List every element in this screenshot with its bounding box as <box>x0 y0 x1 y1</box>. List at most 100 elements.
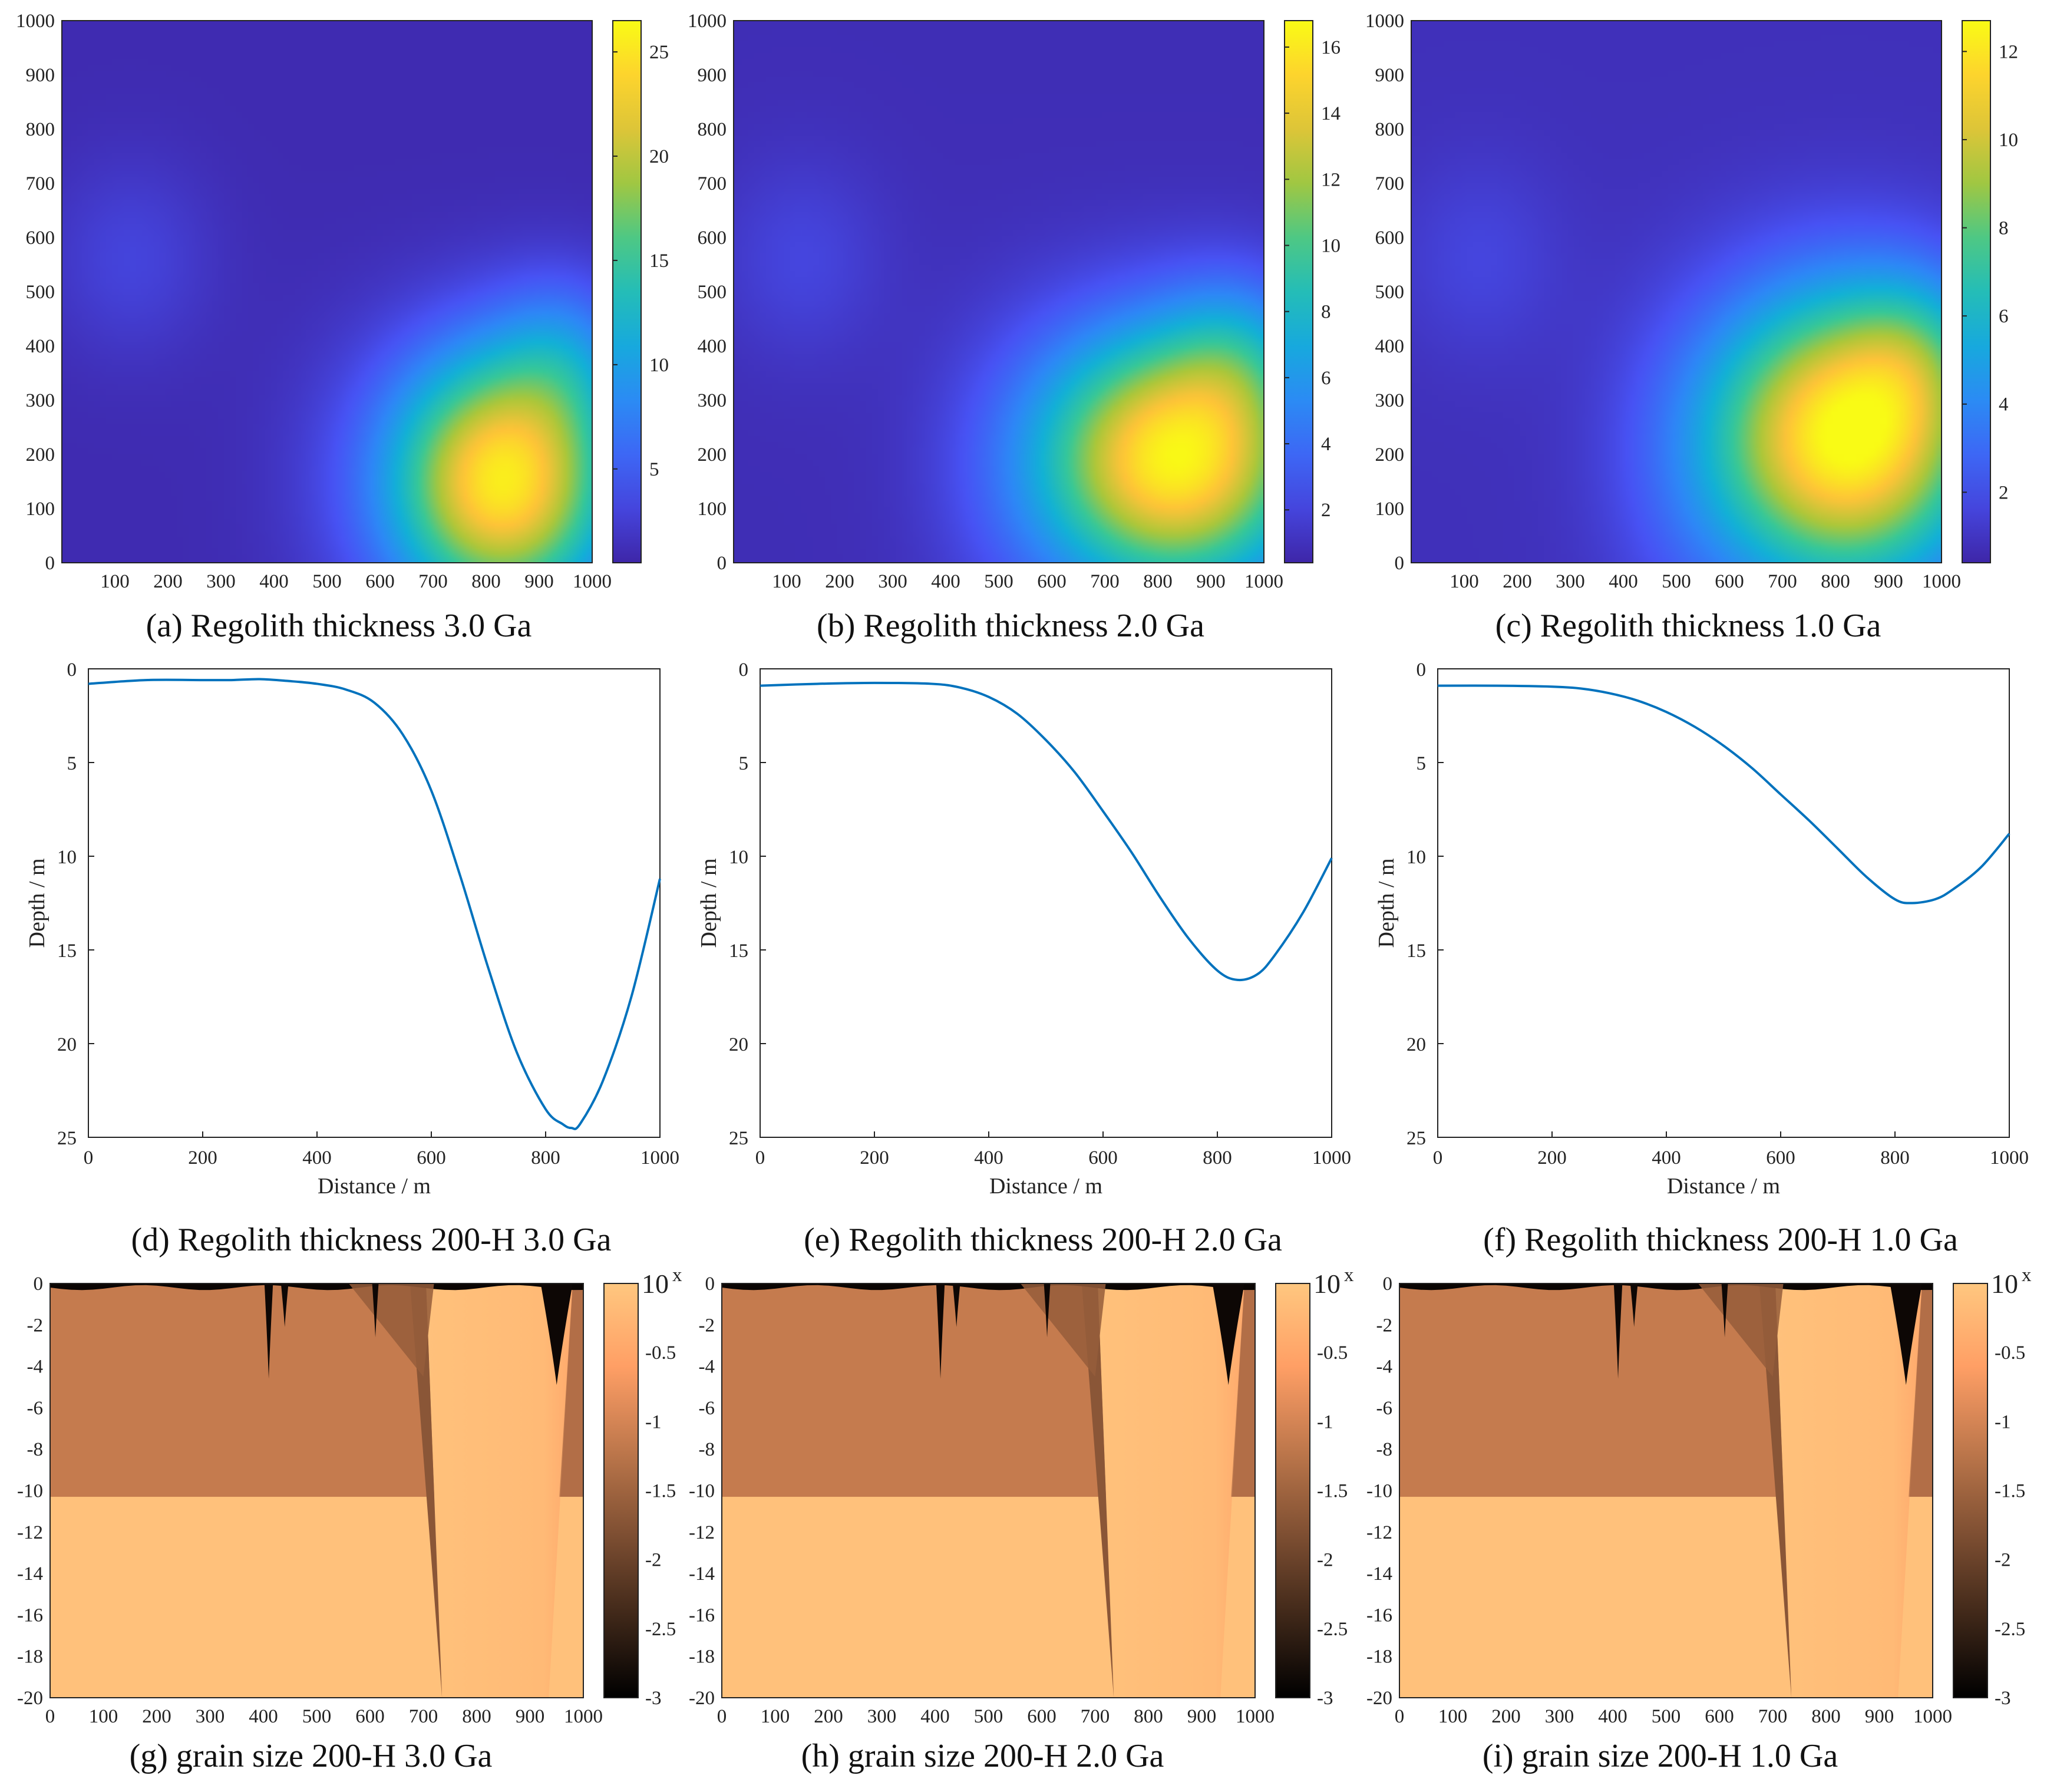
x-tick-label: 600 <box>1037 571 1067 592</box>
y-tick-label: 20 <box>57 1034 77 1055</box>
y-tick-label: 100 <box>1375 499 1405 520</box>
dark-spike <box>280 1283 289 1327</box>
x-tick-label: 800 <box>531 1147 560 1169</box>
colorbar-tick-label: 15 <box>649 250 669 272</box>
channel-fill <box>1775 1283 1922 1698</box>
x-tick-label: 0 <box>84 1147 94 1169</box>
channel-left-edge <box>1759 1283 1792 1698</box>
channel-left-edge <box>410 1283 443 1698</box>
colorbar-tick-label: -1 <box>1995 1411 2011 1433</box>
y-tick-label: -8 <box>27 1439 44 1460</box>
x-tick-label: 1000 <box>564 1706 603 1727</box>
x-tick-label: 0 <box>45 1706 55 1727</box>
x-axis-label: Distance / m <box>318 1174 431 1199</box>
x-tick-label: 900 <box>1196 571 1226 592</box>
y-tick-label: 200 <box>26 444 55 466</box>
panel-caption: (e) Regolith thickness 200-H 2.0 Ga <box>804 1222 1282 1258</box>
y-tick-label: 0 <box>67 659 77 681</box>
colorbar <box>1275 1283 1310 1698</box>
channel-right-edge <box>559 1283 583 1497</box>
colorbar-exponent-sup: x <box>672 1265 682 1286</box>
x-tick-label: 700 <box>409 1706 438 1727</box>
plot-frame <box>760 668 1332 1138</box>
x-tick-label: 1000 <box>640 1147 679 1169</box>
y-tick-label: 0 <box>717 553 727 574</box>
colorbar-tick-label: 10 <box>1999 130 2018 151</box>
y-tick-label: 800 <box>1375 119 1405 140</box>
x-tick-label: 800 <box>462 1706 491 1727</box>
colorbar-exponent-base: 10 <box>642 1269 669 1299</box>
colorbar-exponent-base: 10 <box>1313 1269 1341 1299</box>
y-tick-label: -20 <box>17 1688 43 1709</box>
x-tick-label: 800 <box>1811 1706 1841 1727</box>
y-tick-label: -4 <box>27 1357 44 1378</box>
y-tick-label: 0 <box>34 1273 44 1295</box>
colorbar-tick-label: 12 <box>1999 41 2018 62</box>
dark-spike <box>1212 1283 1244 1385</box>
panel-caption: (i) grain size 200-H 1.0 Ga <box>1483 1738 1838 1774</box>
x-tick-label: 800 <box>1134 1706 1163 1727</box>
x-tick-label: 700 <box>1768 571 1797 592</box>
y-tick-label: 15 <box>1407 940 1426 962</box>
y-tick-label: 800 <box>698 119 727 140</box>
x-tick-label: 900 <box>516 1706 545 1727</box>
dark-spike <box>1613 1283 1623 1379</box>
y-tick-label: 25 <box>57 1128 77 1149</box>
x-tick-label: 600 <box>1027 1706 1056 1727</box>
y-tick-label: 25 <box>729 1128 748 1149</box>
gradient-wedge <box>348 1283 434 1377</box>
colorbar-tick-label: 20 <box>649 146 669 167</box>
colorbar-tick-label: -2.5 <box>1995 1619 2025 1640</box>
y-tick-label: -2 <box>27 1315 44 1336</box>
y-tick-label: 500 <box>26 282 55 303</box>
x-tick-label: 700 <box>1758 1706 1788 1727</box>
colorbar-tick-label: 4 <box>1999 394 2009 415</box>
y-tick-label: 5 <box>739 753 749 774</box>
y-tick-label: 0 <box>1383 1273 1393 1295</box>
y-axis-label: Depth / m <box>696 859 721 948</box>
panel-h: 0 100 200 300 400 500 600 700 800 900 1000 0 -2 -4 -6 -… <box>689 1265 1354 1774</box>
y-tick-label: -16 <box>1366 1605 1392 1626</box>
x-tick-label: 500 <box>302 1706 332 1727</box>
panel-caption: (g) grain size 200-H 3.0 Ga <box>130 1738 493 1774</box>
colorbar-tick-label: -2.5 <box>1317 1619 1348 1640</box>
colorbar-tick-label: -2 <box>1995 1550 2011 1571</box>
y-tick-label: 10 <box>729 847 748 868</box>
channel-fill <box>1098 1283 1244 1698</box>
channel-right-edge <box>1909 1283 1933 1497</box>
y-tick-label: 10 <box>1407 847 1426 868</box>
y-tick-label: -14 <box>689 1563 715 1585</box>
y-tick-label: -16 <box>689 1605 715 1626</box>
y-tick-label: 1000 <box>1365 11 1404 32</box>
panel-caption: (a) Regolith thickness 3.0 Ga <box>146 608 532 644</box>
colorbar-tick-label: 5 <box>649 459 659 480</box>
x-tick-label: 600 <box>1705 1706 1734 1727</box>
x-tick-label: 0 <box>1433 1147 1443 1169</box>
y-tick-label: -8 <box>699 1439 715 1460</box>
y-tick-label: 300 <box>698 390 727 411</box>
x-tick-label: 600 <box>1766 1147 1795 1169</box>
y-tick-label: 400 <box>698 336 727 357</box>
x-tick-label: 200 <box>1537 1147 1567 1169</box>
colorbar-tick-label: -2 <box>645 1550 662 1571</box>
colorbar-tick-label: 8 <box>1999 218 2009 239</box>
surface-band <box>722 1283 1255 1291</box>
y-tick-label: 10 <box>57 847 77 868</box>
plot-frame <box>1399 1283 1933 1698</box>
x-tick-label: 800 <box>1203 1147 1232 1169</box>
x-tick-label: 400 <box>259 571 289 592</box>
panel-b: 100 200 300 400 500 600 700 800 900 1000 0 100 200 30… <box>688 11 1341 644</box>
panel-e: 0 200 400 600 800 1000 0 5 10 15 20 25 Distance / m D… <box>696 659 1351 1258</box>
colorbar-tick-label: 10 <box>649 355 669 376</box>
x-tick-label: 1000 <box>1913 1706 1952 1727</box>
y-tick-label: -6 <box>27 1398 44 1419</box>
y-tick-label: 900 <box>26 65 55 86</box>
x-tick-label: 200 <box>814 1706 843 1727</box>
y-tick-label: -4 <box>1376 1357 1393 1378</box>
x-tick-label: 400 <box>1609 571 1638 592</box>
colorbar-tick-label: 6 <box>1999 306 2009 327</box>
y-tick-label: 200 <box>1375 444 1405 466</box>
plot-frame <box>733 20 1264 563</box>
y-tick-label: -10 <box>689 1481 715 1502</box>
